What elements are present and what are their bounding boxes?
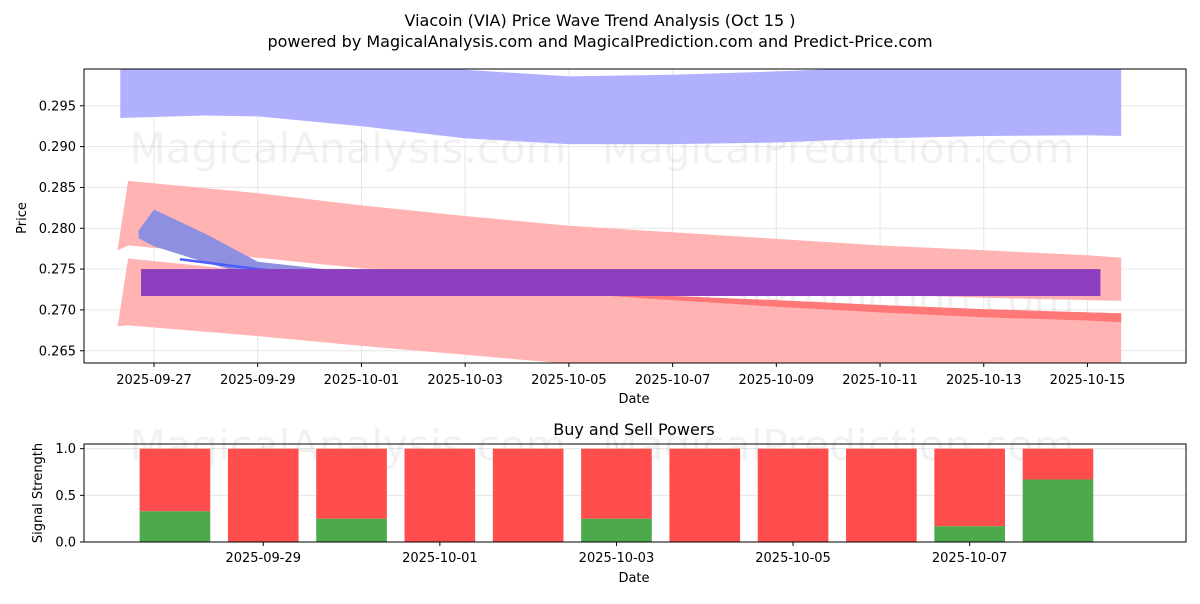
price-x-tick-label: 2025-09-27 (116, 373, 192, 388)
signal-x-tick-label: 2025-09-29 (225, 551, 301, 566)
buy-bar (139, 511, 211, 542)
price-x-tick-label: 2025-10-11 (842, 373, 918, 388)
price-y-tick-label: 0.280 (39, 222, 76, 237)
signal-y-tick-label: 0.5 (55, 489, 76, 504)
price-y-tick-label: 0.285 (39, 181, 76, 196)
sell-bar (934, 448, 1005, 527)
sell-bar (669, 448, 741, 542)
signal-x-tick-label: 2025-10-01 (402, 551, 478, 566)
price-x-tick-label: 2025-10-15 (1050, 373, 1126, 388)
price-y-tick-label: 0.295 (39, 99, 76, 114)
figure-subtitle: powered by MagicalAnalysis.com and Magic… (267, 32, 932, 51)
signal-x-axis: 2025-09-29 2025-10-01 2025-10-03 2025-10-05… (225, 542, 1007, 566)
signal-chart-title: Buy and Sell Powers (553, 420, 715, 439)
signal-bars (139, 448, 1094, 542)
price-chart: MagicalAnalysis.com MagicalPrediction.co… (15, 68, 1187, 407)
price-x-tick-label: 2025-09-29 (220, 373, 296, 388)
signal-x-tick-label: 2025-10-07 (932, 551, 1008, 566)
price-x-tick-label: 2025-10-07 (635, 373, 711, 388)
signal-plot-frame (83, 443, 1187, 543)
sell-bar (581, 448, 652, 519)
price-y-tick-label: 0.290 (39, 140, 76, 155)
sell-bar (316, 448, 387, 519)
signal-x-tick-label: 2025-10-03 (579, 551, 655, 566)
signal-y-tick-label: 0.0 (55, 536, 76, 551)
price-y-tick-label: 0.265 (39, 344, 76, 359)
signal-y-tick-label: 1.0 (55, 442, 76, 457)
buy-bar (316, 518, 387, 542)
price-x-tick-label: 2025-10-09 (739, 373, 815, 388)
price-x-tick-label: 2025-10-03 (427, 373, 503, 388)
signal-x-tick-label: 2025-10-05 (755, 551, 831, 566)
price-plot-frame (83, 68, 1187, 364)
signal-y-axis-label: Signal Strength (31, 443, 46, 543)
red-trend-line (568, 291, 1122, 323)
price-y-axis: 0.265 0.270 0.275 0.280 0.285 0.290 0.295 (39, 99, 84, 359)
price-y-tick-label: 0.275 (39, 263, 76, 278)
sell-bar (1022, 448, 1094, 480)
price-y-tick-label: 0.270 (39, 303, 76, 318)
signal-x-axis-label: Date (618, 571, 649, 586)
sell-bar (757, 448, 829, 542)
price-series (117, 69, 1122, 363)
sell-bar (227, 448, 299, 542)
buy-bar (934, 526, 1005, 542)
buy-bar (1022, 479, 1094, 542)
sell-bar (492, 448, 564, 542)
price-x-tick-label: 2025-10-01 (324, 373, 400, 388)
sell-bar (139, 448, 211, 512)
purple-band (141, 269, 1101, 297)
upper-blue-band (120, 69, 1122, 145)
sell-bar (404, 448, 476, 542)
figure-title: Viacoin (VIA) Price Wave Trend Analysis … (405, 11, 796, 30)
price-x-axis-label: Date (618, 392, 649, 407)
price-x-tick-label: 2025-10-13 (946, 373, 1022, 388)
price-y-axis-label: Price (15, 202, 30, 234)
sell-bar (846, 448, 917, 542)
price-x-axis: 2025-09-27 2025-09-29 2025-10-01 2025-10-03… (116, 363, 1125, 388)
signal-chart: Buy and Sell Powers MagicalAnalysis.com … (31, 420, 1187, 586)
signal-y-axis: 0.0 0.5 1.0 (55, 442, 84, 551)
price-x-tick-label: 2025-10-05 (531, 373, 607, 388)
buy-bar (581, 518, 652, 542)
